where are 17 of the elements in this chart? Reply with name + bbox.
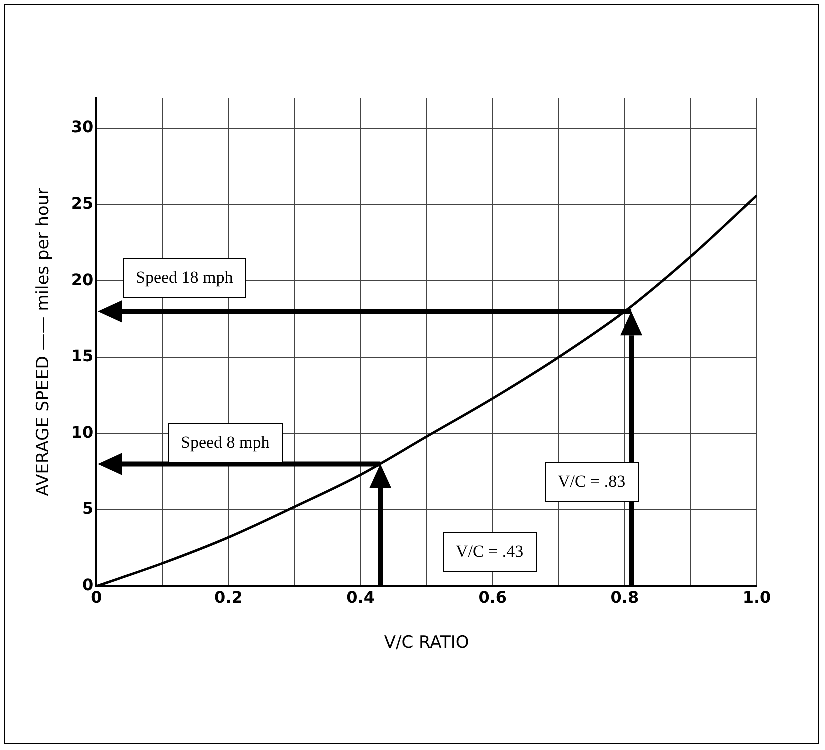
y-tick-label: 30	[71, 118, 94, 137]
x-axis-title: V/C RATIO	[384, 633, 470, 654]
annotation: Speed 8 mph	[168, 423, 283, 463]
x-tick-label: 0.2	[214, 588, 243, 608]
y-tick-label: 20	[71, 270, 94, 290]
y-tick-label: 15	[71, 346, 94, 366]
annotation: V/C = .83	[545, 462, 639, 502]
annotation: Speed 18 mph	[123, 258, 246, 298]
x-tick-label: 0.6	[478, 588, 508, 608]
annotation: V/C = .43	[443, 532, 537, 572]
y-tick-label: 5	[82, 499, 94, 518]
y-axis-title: AVERAGE SPEED —— miles per hour	[34, 188, 54, 496]
x-tick-label: 0.4	[346, 588, 375, 608]
y-tick-label: 10	[71, 422, 94, 442]
x-tick-label: 1.0	[742, 588, 772, 608]
y-tick-label: 25	[71, 194, 94, 213]
x-tick-label: 0.8	[610, 588, 640, 608]
